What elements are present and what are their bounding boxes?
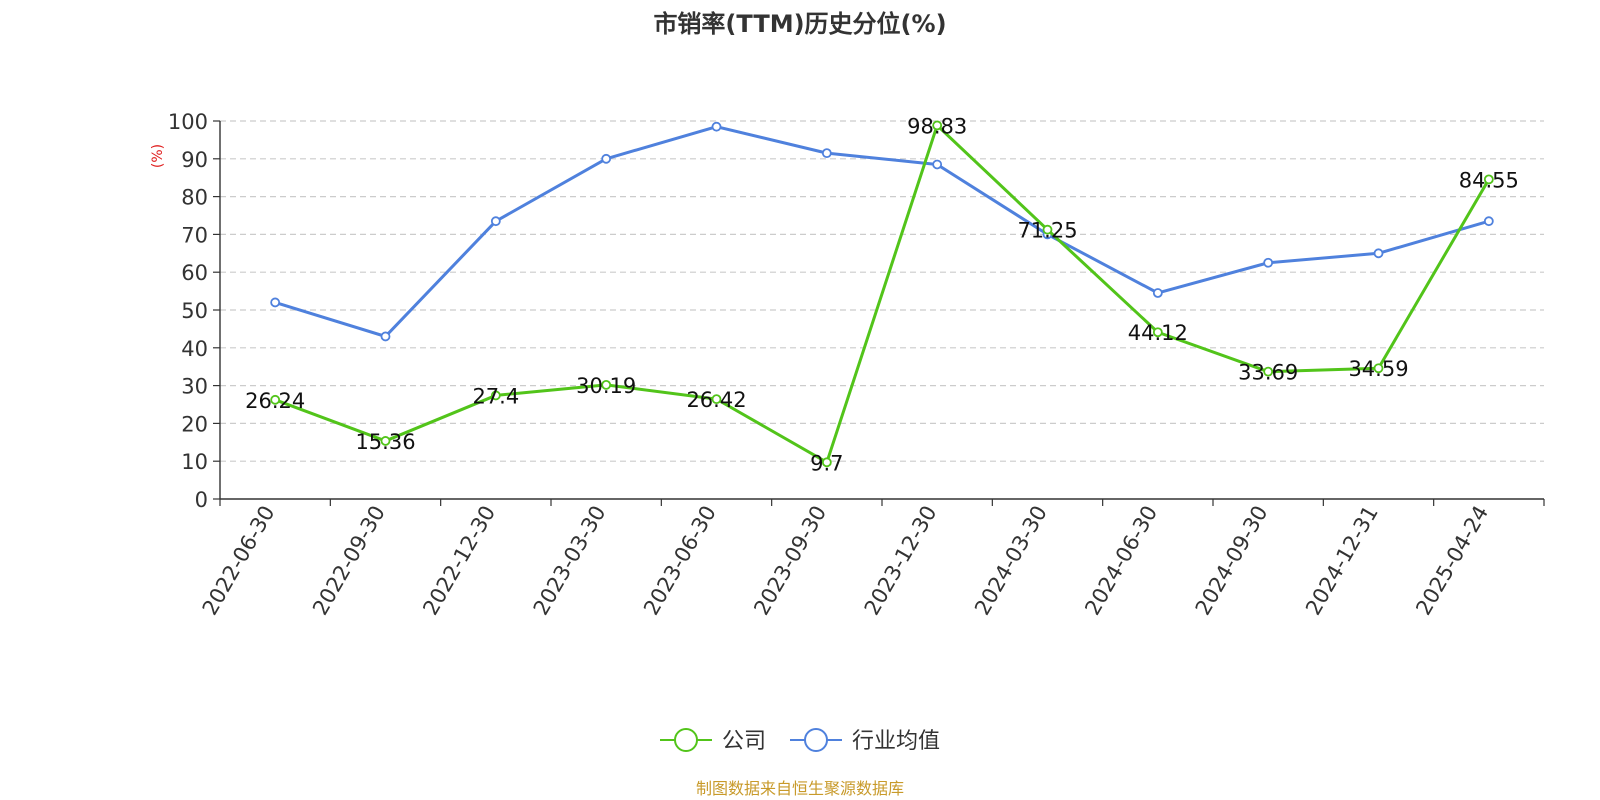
axes: 0 10 20 30 40 50 60 70 80 90 100 2022-06-30 2022-09-… xyxy=(168,110,1545,620)
data-point-company xyxy=(1483,174,1494,185)
data-point-industry-average xyxy=(380,331,391,342)
data-source-note: 制图数据来自恒生聚源数据库 xyxy=(696,779,904,798)
y-tick-label: 100 xyxy=(168,110,208,134)
y-tick-label: 70 xyxy=(181,223,208,247)
y-tick-label: 60 xyxy=(181,261,208,285)
series xyxy=(270,120,1494,468)
data-label-company: 15.36 xyxy=(355,430,415,454)
y-tick-label: 50 xyxy=(181,299,208,323)
data-label-company: 71.25 xyxy=(1017,219,1077,243)
data-point-company xyxy=(1042,224,1053,235)
data-label-company: 30.19 xyxy=(576,374,636,398)
x-tick-label: 2022-06-30 xyxy=(198,502,280,620)
legend-item-company[interactable]: 公司 xyxy=(660,728,766,754)
data-point-company xyxy=(270,394,281,405)
y-tick-label: 20 xyxy=(181,412,208,436)
x-tick-label: 2023-06-30 xyxy=(639,502,721,620)
data-point-industry-average xyxy=(601,153,612,164)
legend-label-industry-average: 行业均值 xyxy=(852,729,940,754)
data-point-industry-average xyxy=(1263,257,1274,268)
legend-marker-company xyxy=(674,728,698,752)
y-tick-label: 80 xyxy=(181,186,208,210)
data-point-company xyxy=(821,457,832,468)
data-label-company: 98.83 xyxy=(907,114,967,138)
data-label-company: 26.24 xyxy=(245,389,305,413)
x-tick-label: 2025-04-24 xyxy=(1411,502,1493,620)
y-tick-label: 90 xyxy=(181,148,208,172)
data-label-company: 27.4 xyxy=(472,384,519,408)
data-label-company: 33.69 xyxy=(1238,361,1298,385)
x-tick-label: 2022-12-30 xyxy=(418,502,500,620)
data-point-industry-average xyxy=(270,297,281,308)
y-tick-label: 30 xyxy=(181,375,208,399)
legend-label-company: 公司 xyxy=(722,729,766,754)
data-point-industry-average xyxy=(1373,248,1384,259)
data-point-company xyxy=(711,394,722,405)
data-label-company: 26.42 xyxy=(686,388,746,412)
y-tick-label: 10 xyxy=(181,450,208,474)
x-tick-label: 2023-12-30 xyxy=(860,502,942,620)
data-point-company xyxy=(932,120,943,131)
data-point-industry-average xyxy=(821,148,832,159)
legend-marker-industry-average xyxy=(804,728,828,752)
data-label-company: 9.7 xyxy=(810,451,843,475)
data-point-industry-average xyxy=(932,159,943,170)
data-point-company xyxy=(1373,363,1384,374)
data-label-company: 84.55 xyxy=(1459,168,1519,192)
y-tick-label: 0 xyxy=(195,488,208,512)
legend: 公司 行业均值 xyxy=(660,728,940,754)
x-tick-label: 2024-12-31 xyxy=(1301,502,1383,620)
y-axis-label: (%) xyxy=(150,144,166,168)
series-line-company xyxy=(274,123,1491,464)
x-tick-label: 2023-09-30 xyxy=(749,502,831,620)
chart-title: 市销率(TTM)历史分位(%) xyxy=(653,10,946,38)
data-point-company xyxy=(601,379,612,390)
data-point-company xyxy=(1152,327,1163,338)
legend-item-industry-average[interactable]: 行业均值 xyxy=(790,728,940,754)
data-point-company xyxy=(380,436,391,446)
data-point-industry-average xyxy=(490,216,501,227)
data-point-industry-average xyxy=(1152,288,1163,298)
x-tick-label: 2023-03-30 xyxy=(529,502,611,620)
data-label-company: 34.59 xyxy=(1348,357,1408,381)
x-tick-label: 2024-09-30 xyxy=(1191,502,1273,620)
series-line-industry-average xyxy=(274,125,1490,338)
y-tick-label: 40 xyxy=(181,337,208,361)
x-tick-label: 2024-03-30 xyxy=(970,502,1052,620)
x-tick-label: 2022-09-30 xyxy=(308,502,390,620)
data-point-company xyxy=(1263,366,1274,377)
data-point-industry-average xyxy=(711,121,722,132)
data-label-company: 44.12 xyxy=(1128,321,1188,345)
data-labels: 26.24 15.36 27.4 30.19 26.42 9.7 98.83 71.25 44.… xyxy=(245,114,1519,475)
data-point-industry-average xyxy=(1483,216,1494,227)
x-tick-label: 2024-06-30 xyxy=(1080,502,1162,620)
data-point-company xyxy=(490,390,501,401)
